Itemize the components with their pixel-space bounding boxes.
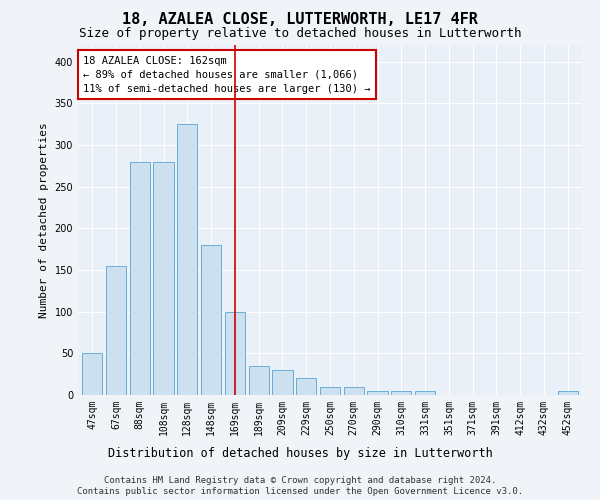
Bar: [272, 370, 293, 395]
Bar: [391, 391, 412, 395]
Bar: [344, 386, 364, 395]
Text: Size of property relative to detached houses in Lutterworth: Size of property relative to detached ho…: [79, 28, 521, 40]
Text: 18, AZALEA CLOSE, LUTTERWORTH, LE17 4FR: 18, AZALEA CLOSE, LUTTERWORTH, LE17 4FR: [122, 12, 478, 28]
Bar: [201, 245, 221, 395]
Bar: [154, 162, 173, 395]
Text: Contains HM Land Registry data © Crown copyright and database right 2024.: Contains HM Land Registry data © Crown c…: [104, 476, 496, 485]
Bar: [320, 386, 340, 395]
Bar: [367, 391, 388, 395]
Bar: [82, 354, 103, 395]
Bar: [415, 391, 435, 395]
Bar: [225, 312, 245, 395]
Y-axis label: Number of detached properties: Number of detached properties: [39, 122, 49, 318]
Bar: [177, 124, 197, 395]
Text: Contains public sector information licensed under the Open Government Licence v3: Contains public sector information licen…: [77, 488, 523, 496]
Bar: [130, 162, 150, 395]
Text: Distribution of detached houses by size in Lutterworth: Distribution of detached houses by size …: [107, 448, 493, 460]
Bar: [296, 378, 316, 395]
Bar: [106, 266, 126, 395]
Bar: [557, 391, 578, 395]
Text: 18 AZALEA CLOSE: 162sqm
← 89% of detached houses are smaller (1,066)
11% of semi: 18 AZALEA CLOSE: 162sqm ← 89% of detache…: [83, 56, 371, 94]
Bar: [248, 366, 269, 395]
